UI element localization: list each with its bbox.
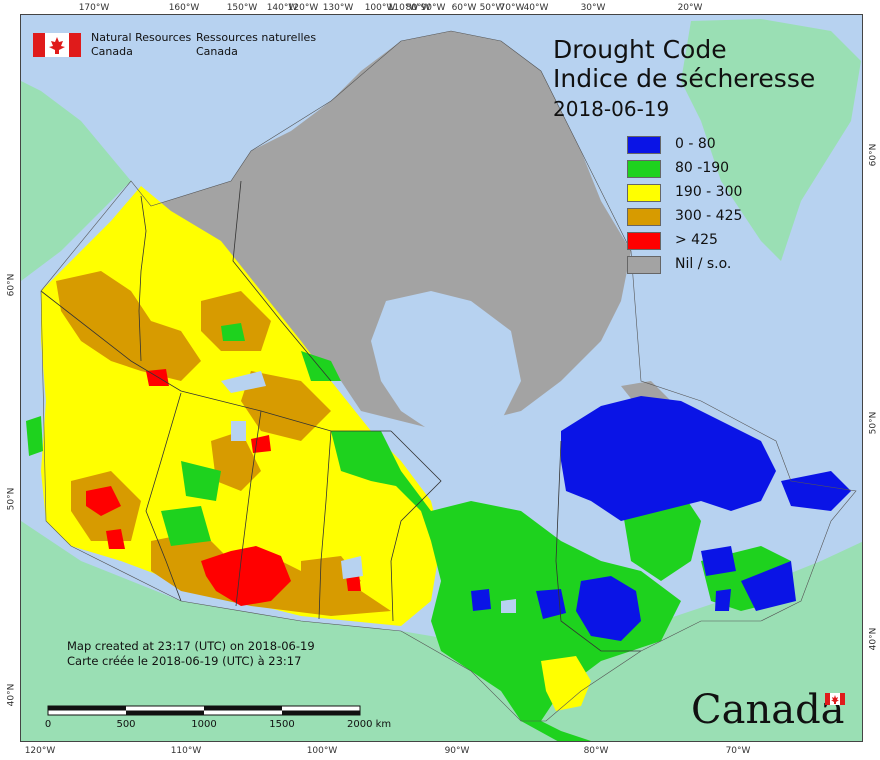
legend-swatch: [627, 208, 661, 226]
top-tick: 70°W: [499, 3, 525, 13]
top-tick: 150°W: [226, 3, 258, 13]
top-tick: 40°W: [523, 3, 549, 13]
wordmark-text: Canada: [691, 687, 845, 733]
left-tick: 40°N: [6, 683, 17, 707]
top-tick: 130°W: [322, 3, 354, 13]
credit-fr: Carte créée le 2018-06-19 (UTC) à 23:17: [67, 654, 302, 668]
province-borders: [40, 180, 641, 652]
legend-label: Nil / s.o.: [675, 256, 732, 272]
top-tick: 30°W: [580, 3, 606, 13]
scale-bar-graphic: [47, 705, 361, 716]
legend-swatch: [627, 160, 661, 178]
canada-wordmark: Canada: [691, 687, 845, 733]
bottom-tick: 80°W: [583, 746, 609, 756]
top-tick: 120°W: [287, 3, 319, 13]
map-credit: Map created at 23:17 (UTC) on 2018-06-19…: [67, 639, 315, 669]
legend-swatch: [627, 136, 661, 154]
legend-swatch: [627, 232, 661, 250]
bottom-tick: 120°W: [24, 746, 56, 756]
scale-label: 0: [44, 719, 52, 730]
title-en: Drought Code: [553, 35, 727, 64]
right-tick: 60°N: [868, 143, 879, 167]
title-fr: Indice de sécheresse: [553, 64, 816, 93]
scale-label: 1500: [269, 719, 295, 730]
map-date: 2018-06-19: [553, 97, 670, 121]
drought-map: [21, 19, 862, 741]
bottom-tick: 100°W: [306, 746, 338, 756]
hudson-bay: [371, 291, 521, 441]
canada-flag-icon: [33, 33, 81, 57]
legend-label: > 425: [675, 232, 718, 248]
agency-name-en: Natural Resources Canada: [91, 31, 191, 59]
nrcan-signature: Natural Resources Canada Ressources natu…: [31, 31, 331, 61]
foreign-land: [21, 19, 862, 741]
agency-en-line1: Natural Resources: [91, 31, 192, 44]
bottom-tick: 110°W: [170, 746, 202, 756]
top-tick: 100°W: [364, 3, 396, 13]
legend-label: 300 - 425: [675, 208, 743, 224]
orange-patches: [56, 271, 391, 616]
legend-swatch: [627, 184, 661, 202]
scale-label: 1000: [191, 719, 217, 730]
agency-name-fr: Ressources naturelles Canada: [196, 31, 316, 59]
right-tick: 40°N: [868, 627, 879, 651]
agency-fr-line2: Canada: [196, 45, 238, 58]
usa-land: [21, 521, 862, 741]
top-tick: 50°W: [479, 3, 505, 13]
ontario-yellow: [541, 656, 591, 711]
scale-label: 500: [116, 719, 136, 730]
top-tick: 60°W: [451, 3, 477, 13]
top-tick: 80°W: [405, 3, 431, 13]
legend-label: 0 - 80: [675, 136, 716, 152]
scale-bar: 0 500 1000 1500 2000 km: [44, 705, 391, 735]
lakes: [221, 371, 516, 613]
top-tick: 140°W: [266, 3, 298, 13]
bottom-tick: 90°W: [444, 746, 470, 756]
agency-en-line2: Canada: [91, 45, 133, 58]
top-tick: 170°W: [78, 3, 110, 13]
top-tick: 20°W: [677, 3, 703, 13]
map-title: Drought Code Indice de sécheresse: [553, 35, 815, 93]
greenland-land: [681, 19, 861, 261]
right-tick: 50°N: [868, 411, 879, 435]
bottom-tick: 70°W: [725, 746, 751, 756]
legend-swatch: [627, 256, 661, 274]
scale-label: 2000 km: [347, 719, 392, 730]
legend-label: 80 -190: [675, 160, 730, 176]
agency-fr-line1: Ressources naturelles: [196, 31, 317, 44]
canada-outline: [40, 30, 857, 722]
blue-region: [471, 396, 851, 641]
left-tick: 50°N: [6, 487, 17, 511]
credit-en: Map created at 23:17 (UTC) on 2018-06-19: [67, 639, 315, 653]
legend-label: 190 - 300: [675, 184, 743, 200]
top-tick: 90°W: [420, 3, 446, 13]
alaska-land: [21, 81, 131, 281]
wordmark-flag-icon: [825, 693, 845, 705]
map-canvas[interactable]: Drought Code Indice de sécheresse 2018-0…: [20, 14, 863, 742]
top-tick: 110°W: [387, 3, 419, 13]
top-tick: 160°W: [168, 3, 200, 13]
left-tick: 60°N: [6, 273, 17, 297]
